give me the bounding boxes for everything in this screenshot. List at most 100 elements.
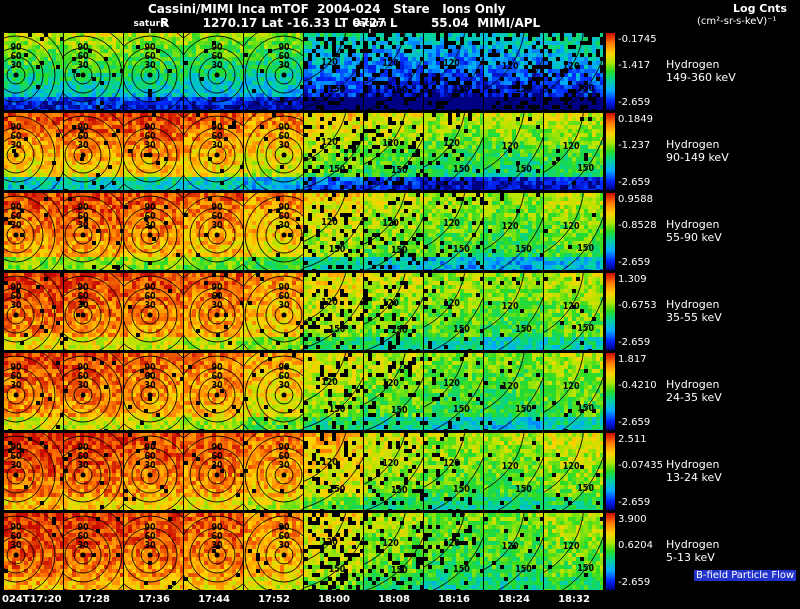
sky-map-panel [364,353,423,430]
colorbar-max-label: 1.817 [618,354,647,365]
colorbar-max-label: 3.900 [618,514,647,525]
colorbar-min-label: -2.659 [618,177,651,188]
time-tick-label: 18:16 [438,594,470,605]
colorbar-min-label: -2.659 [618,577,651,588]
colorbar-min-label: -2.659 [618,97,651,108]
sky-map-panel [424,433,483,510]
sky-map-panel [484,193,543,270]
sky-map-panel [64,433,123,510]
energy-range-label: 90-149 keV [666,151,729,164]
sky-map-panel [544,273,603,350]
plot-subtitle: R 1270.17 Lat -16.33 LT 0727 L 55.04 MIM… [160,16,541,30]
energy-row: 3.900 0.6204 -2.659 Hydrogen 5-13 keV [0,513,800,593]
sky-map-panel [124,193,183,270]
time-tick-label: 024T17:20 [2,594,62,605]
sky-map-panel [484,513,543,590]
colorbar [606,513,615,590]
sky-map-panel [64,113,123,190]
colorbar-min-label: -2.659 [618,417,651,428]
sky-map-panel [244,513,303,590]
sky-map-panel [304,113,363,190]
sky-map-panel [424,353,483,430]
sky-map-panel [544,33,603,110]
colorbar-mid-label: -0.07435 [618,460,663,471]
bfield-particle-flow-label: B-field Particle Flow [694,570,797,581]
colorbar-min-label: -2.659 [618,337,651,348]
colorbar-units: (cm²-sr-s-keV)⁻¹ [697,16,777,27]
saturn-label: saturn [133,19,167,29]
sky-map-panel [244,113,303,190]
colorbar-mid-label: -1.417 [618,60,651,71]
sky-map-panel [124,273,183,350]
sky-map-panel [184,433,243,510]
sky-map-panel [124,513,183,590]
sky-map-panel [64,193,123,270]
energy-row: 1.309 -0.6753 -2.659 Hydrogen 35-55 keV [0,273,800,353]
colorbar [606,193,615,270]
time-axis: 024T17:20 17:28 17:36 17:44 17:52 18:00 18:08 1… [0,594,800,608]
energy-range-label: 5-13 keV [666,551,715,564]
colorbar-units-title: Log Cnts [733,2,787,15]
species-label: Hydrogen [666,538,720,551]
sky-map-panel [184,273,243,350]
time-tick-label: 17:44 [198,594,230,605]
sky-map-panel [544,513,603,590]
species-label: Hydrogen [666,378,720,391]
sky-map-panel [544,433,603,510]
colorbar-max-label: 1.309 [618,274,647,285]
sky-map-panel [484,113,543,190]
sky-map-panel [484,273,543,350]
sky-map-panel [4,353,63,430]
time-tick-label: 17:36 [138,594,170,605]
sky-map-panel [124,353,183,430]
colorbar [606,273,615,350]
row-label: Hydrogen 35-55 keV [666,298,722,324]
energy-row: 0.1849 -1.237 -2.659 Hydrogen 90-149 keV [0,113,800,193]
colorbar-mid-label: -1.237 [618,140,651,151]
sky-map-panel [244,433,303,510]
sky-map-panel [124,33,183,110]
sky-map-panel [304,433,363,510]
sky-map-panel [364,513,423,590]
plot-title: Cassini/MIMI Inca mTOF 2004-024 Stare Io… [148,2,506,16]
species-label: Hydrogen [666,138,720,151]
row-label: Hydrogen 5-13 keV [666,538,720,564]
sky-map-panel [364,273,423,350]
colorbar-mid-label: -0.4210 [618,380,657,391]
sky-map-panel [64,273,123,350]
sky-map-panel [4,513,63,590]
sky-map-panel [424,113,483,190]
sky-map-panel [244,193,303,270]
row-label: Hydrogen 24-35 keV [666,378,722,404]
colorbar-max-label: 0.9588 [618,194,653,205]
time-tick-label: 18:00 [318,594,350,605]
colorbar [606,433,615,510]
sky-map-panel [484,433,543,510]
row-label: Hydrogen 149-360 keV [666,58,736,84]
sky-map-panel [4,273,63,350]
sky-map-panel [364,33,423,110]
energy-row: -0.1745 -1.417 -2.659 Hydrogen 149-360 keV [0,33,800,113]
sky-map-panel [544,113,603,190]
sky-map-panel [364,113,423,190]
sky-map-panel [4,33,63,110]
energy-row: 2.511 -0.07435 -2.659 Hydrogen 13-24 keV [0,433,800,513]
sky-map-panel [544,193,603,270]
energy-row: 0.9588 -0.8528 -2.659 Hydrogen 55-90 keV [0,193,800,273]
row-label: Hydrogen 13-24 keV [666,458,722,484]
colorbar-max-label: -0.1745 [618,34,657,45]
sky-map-panel [544,353,603,430]
sky-map-panel [424,193,483,270]
time-tick-label: 18:24 [498,594,530,605]
sky-map-panel [184,513,243,590]
sky-map-panel [304,33,363,110]
time-tick-label: 18:08 [378,594,410,605]
sky-map-panel [484,353,543,430]
row-label: Hydrogen 55-90 keV [666,218,722,244]
sky-map-panel [4,433,63,510]
sky-map-panel [364,433,423,510]
sky-map-panel [244,33,303,110]
sky-map-panel [184,113,243,190]
energy-range-label: 55-90 keV [666,231,722,244]
